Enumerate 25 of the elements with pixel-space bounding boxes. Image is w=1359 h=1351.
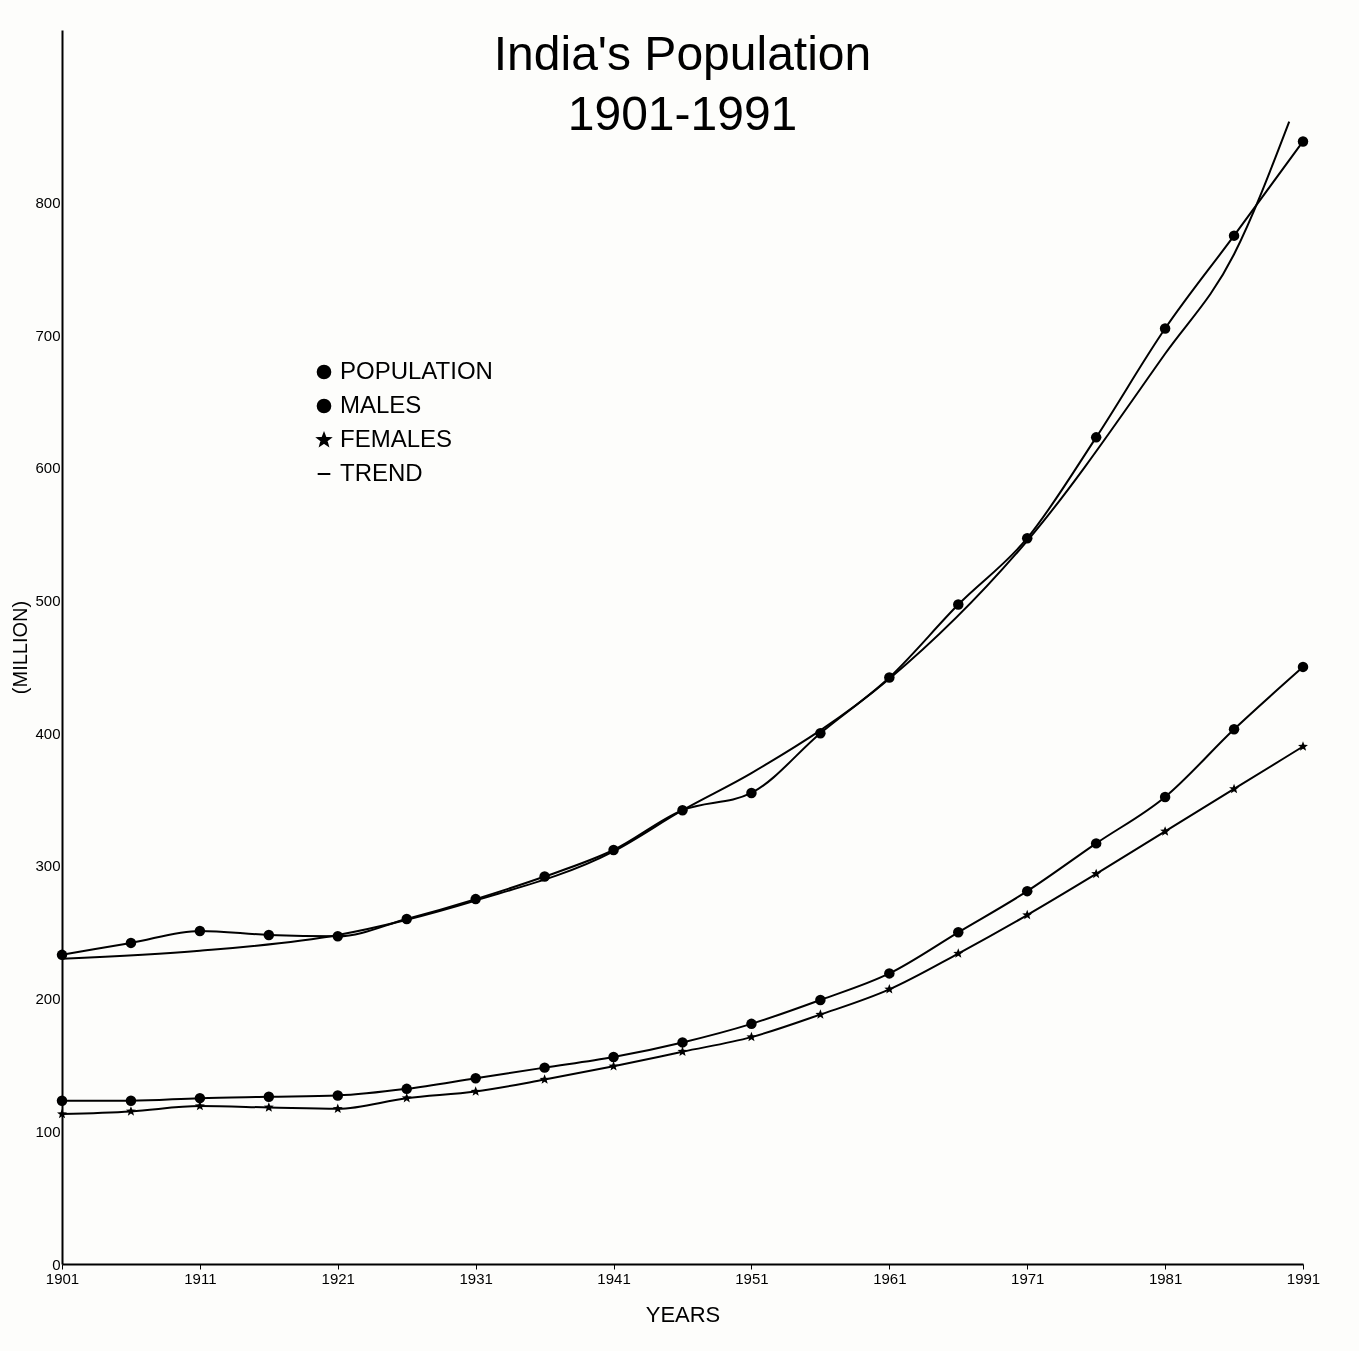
x-tick-label: 1951 <box>735 1269 769 1287</box>
legend-label: FEMALES <box>340 425 453 452</box>
y-tick-label: 500 <box>35 592 61 610</box>
text: 1901-1991 <box>567 87 798 140</box>
x-axis-title: YEARS <box>645 1301 721 1327</box>
x-tick-label: 1911 <box>184 1269 217 1287</box>
x-tick-label: 1991 <box>1286 1269 1321 1287</box>
legend-label: MALES <box>340 391 422 418</box>
x-tick-label: 1931 <box>459 1269 493 1287</box>
y-tick-label: 200 <box>35 990 61 1008</box>
y-axis-title: (MILLION) <box>9 600 32 695</box>
y-tick-label: 100 <box>35 1122 61 1140</box>
x-tick-label: 1981 <box>1148 1269 1183 1287</box>
y-tick-label: 600 <box>35 459 61 477</box>
legend-label: TREND <box>340 459 423 486</box>
y-tick-label: 300 <box>35 857 61 875</box>
x-tick-label: 1941 <box>597 1269 631 1287</box>
legend-label: POPULATION <box>340 357 493 384</box>
y-tick-label: 400 <box>35 724 61 742</box>
x-tick-label: 1921 <box>321 1269 355 1287</box>
chart-title: India's Population <box>493 27 872 80</box>
y-tick-label: 700 <box>35 326 61 344</box>
x-tick-label: 1971 <box>1011 1269 1045 1287</box>
x-tick-label: 1961 <box>873 1269 907 1287</box>
y-tick-label: 800 <box>35 193 61 211</box>
